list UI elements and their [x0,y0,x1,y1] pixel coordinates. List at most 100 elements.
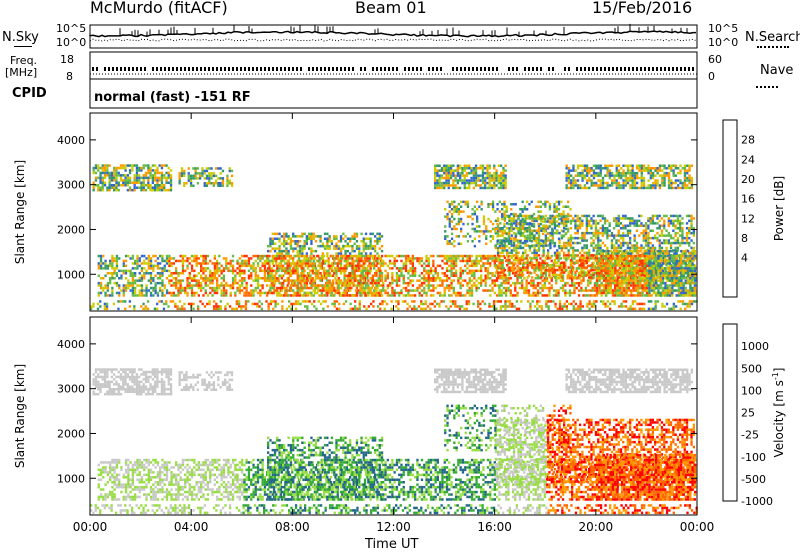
power-cell [156,294,160,297]
power-cell [312,257,315,260]
power-cell [549,264,552,267]
power-cell [349,237,352,240]
power-cell [616,272,619,275]
freq-mark [680,67,682,71]
power-cell [97,169,100,172]
freq-mark [628,67,630,71]
power-cell [567,167,571,170]
power-cell [590,227,593,230]
power-cell [352,281,355,285]
power-cell [463,167,466,170]
power-cell [151,164,154,167]
power-cell [580,264,583,268]
power-cell [375,291,378,295]
power-cell [615,167,618,170]
power-cell [411,272,414,275]
power-cell [380,244,384,248]
power-cell [522,266,525,269]
power-cell [580,286,583,290]
power-cell [654,179,657,182]
power-cell [568,269,572,273]
power-cell [288,267,292,270]
power-cell [317,274,320,277]
power-cell [563,219,566,223]
power-cell [267,291,270,295]
power-cell [509,291,512,295]
power-cell [131,254,134,258]
power-cell [131,181,134,184]
freq-mark [248,67,250,71]
power-cell [298,294,302,297]
power-cell [349,279,352,282]
power-cell [298,286,302,290]
power-cell [457,254,460,258]
power-cell [590,174,593,177]
power-cell [213,254,216,258]
power-cell [388,254,392,258]
power-cell [140,274,144,277]
power-cell [563,222,566,225]
power-cell [329,274,333,277]
power-cell [414,274,417,277]
power-cell [505,286,508,290]
power-cell [126,184,129,187]
power-cell [569,234,573,237]
power-cell [252,254,255,258]
power-cell [345,254,348,258]
power-cell [254,272,257,275]
power-cell [344,281,347,285]
power-cell [323,284,327,287]
power-cell [402,264,405,268]
power-cell [547,249,550,252]
power-cell [115,171,118,175]
power-cell [436,169,439,172]
power-cell [493,184,496,187]
power-cell [184,289,187,292]
power-cell [502,171,505,175]
power-cell [457,277,460,280]
power-cell [134,281,137,285]
power-cell [503,249,507,252]
power-cell [533,251,536,255]
power-cell [572,219,575,223]
power-cell [115,174,118,177]
power-cell [488,176,491,180]
power-cell [126,176,129,180]
power-cell [127,269,130,273]
power-cell [580,269,583,273]
power-cell [576,229,579,232]
power-cell [172,294,175,297]
power-cell [402,286,405,290]
freq-mark [96,67,98,71]
power-cell [571,259,574,263]
power-cell [115,267,119,270]
power-cell [241,272,244,275]
power-cell [227,267,230,270]
power-cell [658,174,662,177]
power-cell [423,277,426,280]
freq-mark [324,67,326,71]
power-cell [343,254,346,258]
power-cell [497,176,500,180]
power-cell [208,172,211,175]
power-cell [99,188,102,192]
power-cell [454,176,457,180]
power-cell [568,291,572,295]
power-cell [472,186,475,190]
power-cell [351,259,354,263]
power-cell [591,257,594,260]
power-cell [319,279,322,282]
power-cell [321,274,324,277]
power-cell [140,294,144,297]
power-cell [530,284,533,287]
power-cell [238,262,241,265]
power-cell [317,235,320,238]
power-cell [683,184,687,187]
power-cell [630,281,633,285]
power-cell [599,174,602,177]
power-cell [497,181,500,185]
power-cell [170,294,173,297]
power-cell [542,264,545,267]
power-cell [472,181,475,185]
power-cell [420,264,424,268]
